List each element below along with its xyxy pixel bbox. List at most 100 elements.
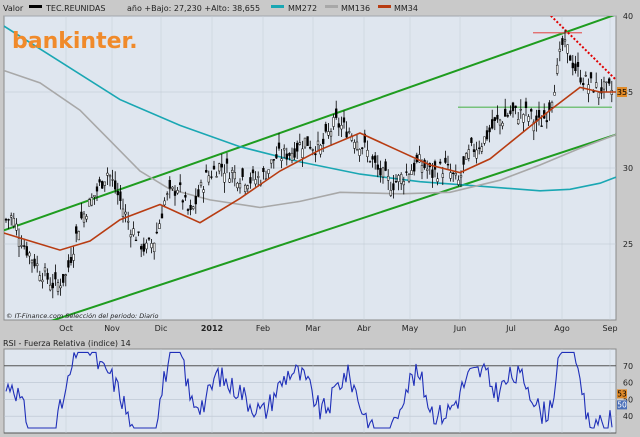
candle-body — [371, 156, 374, 160]
candle-body — [368, 160, 372, 163]
candle-body — [181, 200, 184, 203]
candle-body — [251, 169, 255, 174]
candle-body — [228, 178, 231, 183]
candle-body — [387, 175, 390, 181]
candle-body — [449, 172, 452, 179]
candle-body — [514, 105, 517, 108]
candle-body — [95, 186, 99, 192]
candle-body — [405, 171, 408, 173]
candle-body — [43, 267, 47, 272]
candle-body — [571, 62, 574, 69]
candle-body — [103, 181, 106, 186]
candle-body — [33, 258, 36, 267]
x-tick-label: Abr — [357, 324, 372, 333]
candle-body — [402, 181, 405, 186]
y-tick-label: 30 — [623, 164, 633, 173]
candle-body — [64, 274, 67, 277]
candle-body — [475, 149, 478, 159]
candle-body — [145, 242, 148, 250]
rsi-marks — [5, 351, 613, 429]
candle-body — [116, 190, 119, 196]
candle-body — [519, 109, 522, 111]
candle-body — [527, 116, 530, 122]
candle-body — [140, 246, 143, 250]
candle-body — [98, 179, 101, 183]
candle-body — [108, 175, 112, 178]
candle-body — [246, 185, 249, 190]
candle-body — [257, 176, 260, 178]
candle-body — [179, 182, 182, 186]
candle-body — [189, 204, 192, 210]
candle-body — [75, 226, 78, 234]
candle-body — [23, 245, 26, 247]
candle-body — [7, 219, 10, 221]
mm136-line — [4, 69, 616, 209]
y-tick-label: 35 — [623, 88, 633, 97]
candle-body — [244, 184, 247, 192]
main-y-axis: 25 30 35 40 35 — [617, 12, 633, 249]
candle-body — [220, 163, 223, 168]
rsi-y-tick-label: 50 — [623, 395, 633, 404]
candle-body — [296, 142, 299, 152]
candle-body — [199, 182, 203, 186]
candle-body — [413, 162, 416, 172]
candle-body — [348, 131, 351, 133]
candle-body — [540, 125, 543, 127]
candle-body — [298, 142, 301, 145]
candle-body — [283, 148, 286, 151]
candle-body — [46, 272, 49, 280]
x-tick-label: Jun — [453, 324, 467, 333]
candle-body — [530, 109, 533, 112]
candle-body — [147, 237, 151, 240]
candle-body — [184, 195, 187, 198]
candle-body — [205, 169, 208, 173]
candle-body — [441, 173, 444, 178]
candle-body — [493, 117, 496, 121]
candle-body — [444, 157, 447, 163]
candle-body — [426, 168, 429, 171]
candle-body — [56, 282, 60, 292]
candle-body — [262, 168, 265, 173]
candle-body — [340, 125, 343, 130]
candle-body — [363, 133, 366, 143]
candle-body — [160, 213, 164, 219]
rsi-y-tick-label: 70 — [623, 362, 633, 371]
candle-body — [501, 122, 504, 127]
candle-body — [225, 158, 229, 164]
candle-body — [470, 137, 473, 143]
candle-body — [15, 223, 18, 231]
mm272-line — [4, 25, 616, 192]
legend-mm34-swatch — [378, 5, 391, 8]
candle-body — [480, 146, 483, 152]
candle-body — [605, 81, 608, 83]
candle-body — [423, 159, 426, 169]
candle-body — [454, 173, 457, 176]
candle-body — [584, 75, 587, 77]
candle-body — [231, 169, 234, 173]
candle-body — [293, 148, 296, 158]
candle-body — [163, 200, 166, 206]
candle-body — [498, 119, 502, 126]
candle-body — [358, 149, 361, 156]
candle-body — [478, 147, 481, 149]
candle-body — [186, 209, 190, 211]
candle-body — [311, 149, 314, 151]
candle-body — [462, 156, 465, 165]
candle-body — [394, 181, 398, 183]
candle-body — [51, 282, 54, 289]
candle-body — [301, 148, 304, 159]
candle-body — [418, 154, 421, 163]
legend-mm34: MM34 — [394, 4, 418, 13]
candle-body — [306, 136, 309, 146]
candle-body — [407, 174, 411, 182]
candle-body — [67, 260, 70, 268]
candle-body — [509, 110, 512, 114]
candle-body — [532, 121, 535, 132]
candle-body — [384, 161, 387, 171]
candle-body — [207, 175, 210, 183]
candle-body — [267, 169, 270, 174]
rsi-last-high-label: 53 — [617, 389, 627, 398]
candle-body — [288, 152, 291, 156]
candle-body — [397, 175, 400, 182]
